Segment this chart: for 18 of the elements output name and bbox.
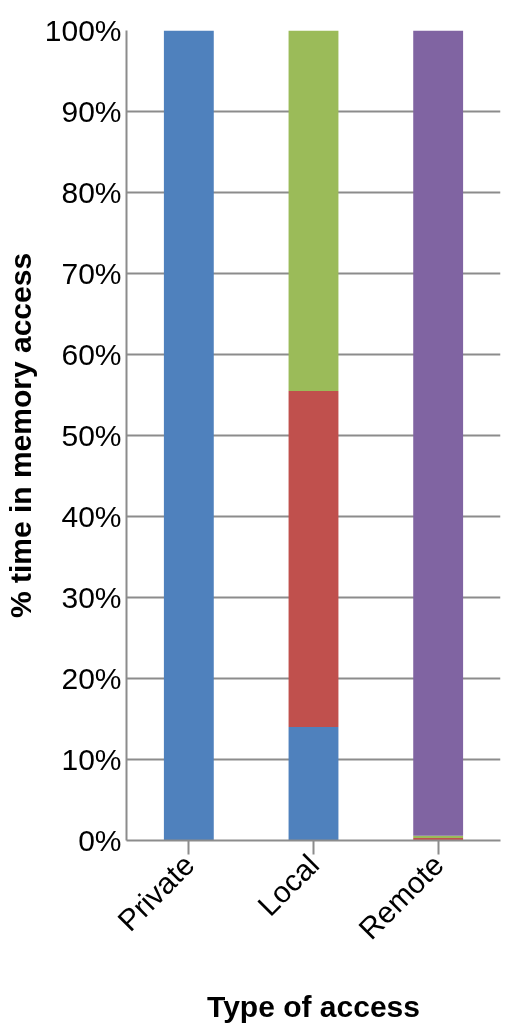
y-tick-label: 90%: [61, 95, 122, 128]
bar: [288, 390, 339, 728]
x-axis-title: Type of access: [207, 990, 420, 1024]
bar: [163, 30, 214, 841]
y-tick-label: 60%: [61, 338, 122, 371]
y-tick-label: 80%: [61, 176, 122, 209]
bar: [288, 30, 339, 391]
y-tick-label: 0%: [78, 824, 122, 857]
y-tick-label: 20%: [61, 662, 122, 695]
y-axis-title: % time in memory access: [3, 252, 37, 619]
y-tick-label: 30%: [61, 581, 122, 614]
bar: [288, 727, 339, 841]
y-tick-label: 100%: [44, 14, 122, 47]
y-tick-label: 40%: [61, 500, 122, 533]
y-tick-label: 50%: [61, 419, 122, 452]
bar: [413, 30, 464, 836]
y-tick-label: 10%: [61, 743, 122, 776]
y-tick-label: 70%: [61, 257, 122, 290]
